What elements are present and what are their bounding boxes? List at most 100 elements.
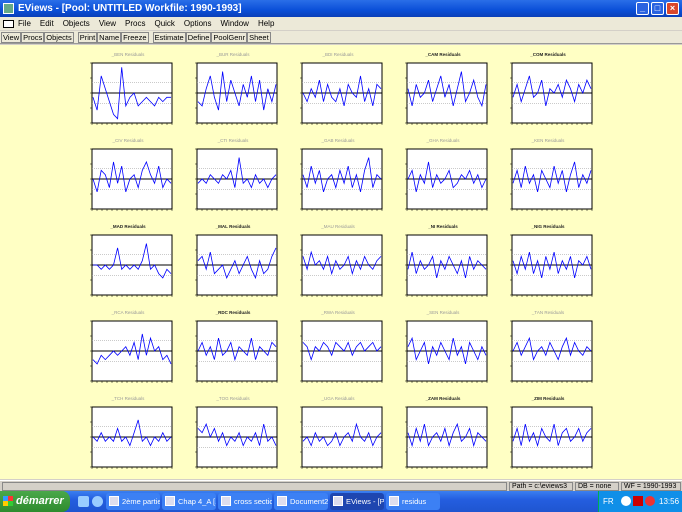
residual-chart[interactable]: _NIG Residuals [500,224,596,304]
taskbar-task[interactable]: EViews - [Po... [330,493,384,510]
windows-logo-icon [3,496,13,506]
residual-chart[interactable]: _NI Residuals [395,224,491,304]
taskbar-task[interactable]: residus [386,493,440,510]
taskbar-task[interactable]: Document2 ... [274,493,328,510]
taskbar-task[interactable]: cross sectio... [218,493,272,510]
residual-chart[interactable]: _ZAM Residuals [395,396,491,476]
status-db: DB = none [575,482,619,491]
residual-chart[interactable]: _COM Residuals [500,52,596,132]
taskbar: démarrer 2ème partie Chap 4_A [... cross s… [0,491,682,512]
poolgenr-button[interactable]: PoolGenr [211,31,248,43]
sheet-button[interactable]: Sheet [247,31,271,43]
chart-title: _TAN Residuals [531,310,565,315]
menu-help[interactable]: Help [257,19,275,28]
chart-title: _RCA Residuals [111,310,145,315]
menu-window[interactable]: Window [220,19,249,28]
residual-series-line [197,338,277,362]
chart-title: _CIV Residuals [112,138,144,143]
start-button[interactable]: démarrer [0,491,70,512]
name-button[interactable]: Name [97,31,122,43]
residual-chart[interactable]: _RWA Residuals [290,310,386,390]
residual-chart[interactable]: _UGA Residuals [290,396,386,476]
menu-objects[interactable]: Objects [62,19,90,28]
status-wf: WF = 1990-1993 [621,482,681,491]
minimize-button[interactable]: _ [636,2,649,15]
chart-title: _RWA Residuals [321,310,355,315]
print-button[interactable]: Print [77,31,98,43]
residual-chart[interactable]: _CIV Residuals [80,138,176,218]
residual-chart[interactable]: _BEN Residuals [80,52,176,132]
task-label: Chap 4_A [... [178,497,216,506]
residual-chart[interactable]: _KEN Residuals [500,138,596,218]
task-label: 2ème partie [122,497,160,506]
residual-chart[interactable]: _SEN Residuals [395,310,491,390]
residual-series-line [92,333,172,365]
define-button[interactable]: Define [185,31,212,43]
residual-chart[interactable]: _CTI Residuals [185,138,281,218]
estimate-button[interactable]: Estimate [152,31,186,43]
residual-series-line [197,423,277,447]
residual-series-line [197,71,277,111]
document-icon[interactable] [3,19,14,28]
residual-series-line [93,243,172,279]
residual-series-line [302,75,382,106]
residual-chart[interactable]: _MAL Residuals [185,224,281,304]
residual-chart[interactable]: _CAM Residuals [395,52,491,132]
residual-chart[interactable]: _BUR Residuals [185,52,281,132]
residual-chart[interactable]: _BDI Residuals [290,52,386,132]
menu-options[interactable]: Options [183,19,212,28]
view-button[interactable]: View [1,31,22,43]
residual-series-line [302,422,382,447]
menu-bar: File Edit Objects View Procs Quick Options Wind… [0,17,682,30]
menu-procs[interactable]: Procs [125,19,146,28]
chart-title: _GHA Residuals [426,138,460,143]
residual-series-line [92,160,172,193]
network-icon[interactable] [621,496,631,506]
task-label: Document2 ... [290,497,328,506]
maximize-button[interactable]: □ [651,2,664,15]
residual-series-line [512,75,592,106]
language-indicator[interactable]: FR [603,497,614,506]
close-button[interactable]: × [666,2,679,15]
residual-series-line [512,161,592,192]
show-desktop-icon[interactable] [78,496,89,507]
internet-explorer-icon[interactable] [92,496,103,507]
residual-chart[interactable]: _TOG Residuals [185,396,281,476]
chart-title: _ZAM Residuals [425,396,461,401]
residual-chart[interactable]: _ZIM Residuals [500,396,596,476]
residual-chart[interactable]: _RCA Residuals [80,310,176,390]
procs-button[interactable]: Procs [21,31,45,43]
residual-series-line [512,252,592,278]
chart-title: _TCH Residuals [111,396,145,401]
antivirus-icon[interactable] [633,496,643,506]
taskbar-task[interactable]: Chap 4_A [... [162,493,216,510]
residual-series-line [302,250,382,276]
menu-view[interactable]: View [98,19,117,28]
chart-title: _CAM Residuals [425,52,461,57]
security-icon[interactable] [645,496,655,506]
task-app-icon [221,496,231,506]
status-bar: Path = c:\eviews3 DB = none WF = 1990-19… [0,480,682,491]
objects-button[interactable]: Objects [44,31,74,43]
residual-series-line [92,67,171,120]
freeze-button[interactable]: Freeze [121,31,149,43]
task-label: cross sectio... [234,497,272,506]
task-app-icon [165,496,175,506]
residual-series-line [197,157,277,189]
window-title: EViews - [Pool: UNTITLED Workfile: 1990-… [18,3,242,14]
menu-file[interactable]: File [18,19,31,28]
residual-chart[interactable]: _TCH Residuals [80,396,176,476]
residual-series-line [407,422,487,448]
menu-quick[interactable]: Quick [154,19,175,28]
task-app-icon [333,496,343,506]
residual-chart[interactable]: _MAU Residuals [290,224,386,304]
residual-chart[interactable]: _MAD Residuals [80,224,176,304]
taskbar-task[interactable]: 2ème partie [106,493,160,510]
menu-edit[interactable]: Edit [39,19,54,28]
chart-title: _NI Residuals [428,224,458,229]
chart-title: _UGA Residuals [321,396,355,401]
residual-chart[interactable]: _TAN Residuals [500,310,596,390]
residual-chart[interactable]: _GAB Residuals [290,138,386,218]
residual-chart[interactable]: _GHA Residuals [395,138,491,218]
residual-chart[interactable]: _RDC Residuals [185,310,281,390]
